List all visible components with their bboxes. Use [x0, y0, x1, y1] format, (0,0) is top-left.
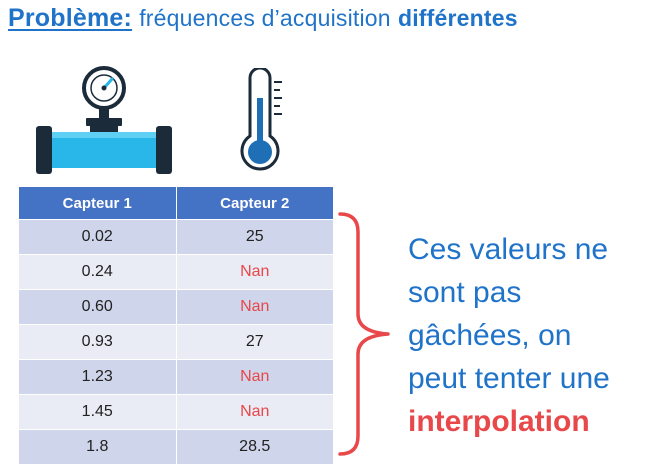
- note-line: peut tenter une: [408, 362, 610, 395]
- note-line: Ces valeurs ne: [408, 233, 609, 266]
- table-cell-nan: Nan: [175, 359, 334, 395]
- table-cell: 1.23: [18, 359, 177, 395]
- table-row: 1.23 Nan: [18, 359, 334, 395]
- curly-brace-icon: [338, 212, 390, 456]
- table-row: 0.60 Nan: [18, 289, 334, 325]
- table-cell: 1.45: [18, 394, 177, 430]
- table-header-row: Capteur 1 Capteur 2: [18, 186, 334, 220]
- table-cell: 0.02: [18, 219, 177, 255]
- title-keyword: Problème:: [8, 4, 133, 32]
- table-cell-nan: Nan: [175, 254, 334, 290]
- sensor-data-table: Capteur 1 Capteur 2 0.02 25 0.24 Nan 0.6…: [18, 186, 334, 465]
- table-row: 1.8 28.5: [18, 429, 334, 465]
- note-line: gâchées, on: [408, 319, 572, 352]
- thermometer-icon: [240, 68, 282, 171]
- table-cell: 0.60: [18, 289, 177, 325]
- table-cell: 28.5: [175, 429, 334, 465]
- table-row: 1.45 Nan: [18, 394, 334, 430]
- column-header: Capteur 1: [18, 186, 177, 220]
- table-cell: 27: [175, 324, 334, 360]
- table-cell: 0.24: [18, 254, 177, 290]
- note-line: sont pas: [408, 276, 522, 309]
- column-header: Capteur 2: [175, 186, 334, 220]
- title-emphasis: différentes: [397, 5, 518, 31]
- slide-title: Problème: fréquences d’acquisition diffé…: [8, 4, 518, 33]
- table-cell-nan: Nan: [175, 289, 334, 325]
- title-text: fréquences d’acquisition: [139, 5, 391, 31]
- note-highlight: interpolation: [408, 405, 590, 438]
- table-cell: 25: [175, 219, 334, 255]
- table-row: 0.24 Nan: [18, 254, 334, 290]
- interpolation-note: Ces valeurs ne sont pas gâchées, on peut…: [408, 228, 648, 443]
- table-row: 0.93 27: [18, 324, 334, 360]
- table-row: 0.02 25: [18, 219, 334, 255]
- table-cell: 1.8: [18, 429, 177, 465]
- table-cell: 0.93: [18, 324, 177, 360]
- table-cell-nan: Nan: [175, 394, 334, 430]
- pressure-gauge-pipe-icon: [36, 66, 172, 174]
